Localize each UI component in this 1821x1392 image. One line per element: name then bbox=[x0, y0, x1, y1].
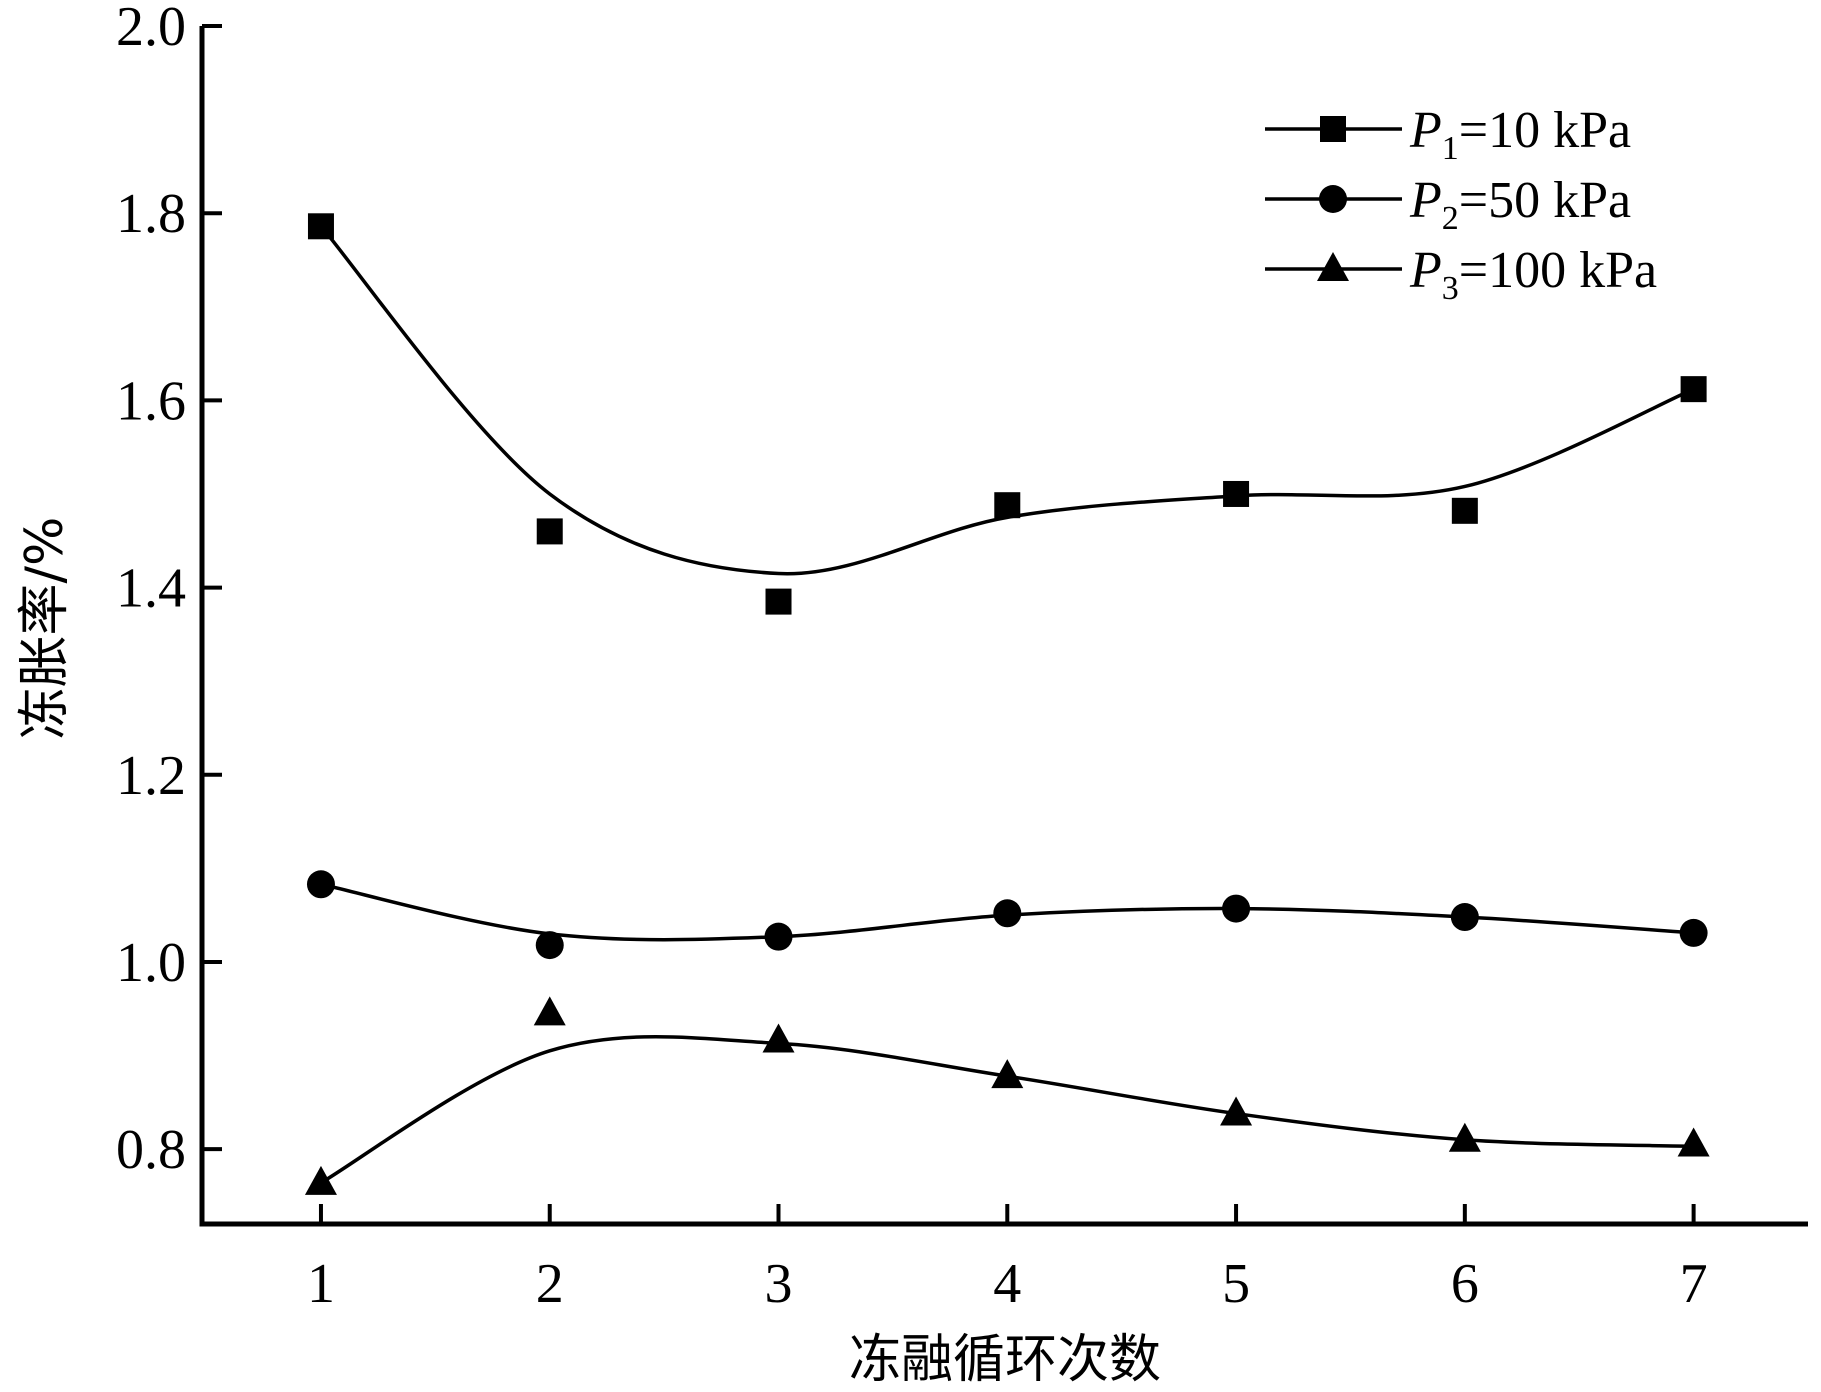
series-1-point bbox=[1680, 376, 1707, 403]
series-1-point bbox=[1223, 480, 1250, 507]
series-1-point bbox=[307, 213, 334, 240]
y-tick-label: 1.2 bbox=[116, 745, 186, 807]
x-tick-label: 7 bbox=[1680, 1253, 1708, 1315]
y-tick-label: 1.8 bbox=[116, 183, 186, 245]
series-3-point bbox=[762, 1023, 795, 1053]
x-axis-title: 冻融循环次数 bbox=[849, 1330, 1161, 1390]
series-2-point bbox=[1450, 903, 1479, 932]
series-3-point bbox=[1677, 1127, 1710, 1157]
data-markers bbox=[304, 213, 1710, 1195]
series-3-point bbox=[1220, 1096, 1253, 1126]
y-axis-ticks: 0.8 1.0 1.2 1.4 1.6 1.8 2.0 bbox=[116, 0, 222, 1181]
series-1-curve bbox=[319, 225, 1695, 576]
series-2-point bbox=[535, 931, 564, 960]
legend-label: P2=50 kPa bbox=[1409, 172, 1631, 237]
fitted-curves bbox=[319, 225, 1695, 1185]
x-tick-label: 1 bbox=[307, 1253, 335, 1315]
x-axis-ticks: 1 2 3 4 5 6 7 bbox=[307, 1204, 1708, 1315]
series-1-point bbox=[1451, 497, 1478, 524]
axes-frame bbox=[199, 26, 1808, 1227]
series-2-point bbox=[764, 922, 793, 951]
legend-label: P1=10 kPa bbox=[1409, 102, 1631, 167]
series-1-point bbox=[994, 492, 1021, 519]
x-tick-label: 3 bbox=[765, 1253, 793, 1315]
series-3-point bbox=[533, 996, 566, 1026]
series-2-point bbox=[1679, 918, 1708, 947]
y-axis-title: 冻胀率/% bbox=[15, 517, 75, 740]
series-2-point bbox=[306, 870, 335, 899]
y-tick-label: 1.0 bbox=[116, 932, 186, 994]
series-2-point bbox=[993, 899, 1022, 928]
legend-marker bbox=[1320, 116, 1346, 142]
x-tick-label: 2 bbox=[536, 1253, 564, 1315]
series-1-point bbox=[536, 518, 563, 545]
legend-marker bbox=[1317, 252, 1349, 281]
y-tick-label: 1.4 bbox=[116, 558, 186, 620]
legend-label: P3=100 kPa bbox=[1409, 242, 1657, 307]
x-tick-label: 6 bbox=[1451, 1253, 1479, 1315]
series-3-point bbox=[991, 1059, 1024, 1089]
y-tick-label: 0.8 bbox=[116, 1119, 186, 1181]
series-3-point bbox=[1448, 1122, 1481, 1152]
series-3-point bbox=[304, 1165, 337, 1195]
series-1-point bbox=[765, 588, 792, 615]
x-tick-label: 4 bbox=[993, 1253, 1021, 1315]
y-tick-label: 2.0 bbox=[116, 0, 186, 58]
series-2-point bbox=[1222, 894, 1251, 923]
series-3-curve bbox=[320, 1035, 1694, 1185]
x-tick-label: 5 bbox=[1222, 1253, 1250, 1315]
legend-marker bbox=[1319, 185, 1347, 213]
y-tick-label: 1.6 bbox=[116, 370, 186, 432]
